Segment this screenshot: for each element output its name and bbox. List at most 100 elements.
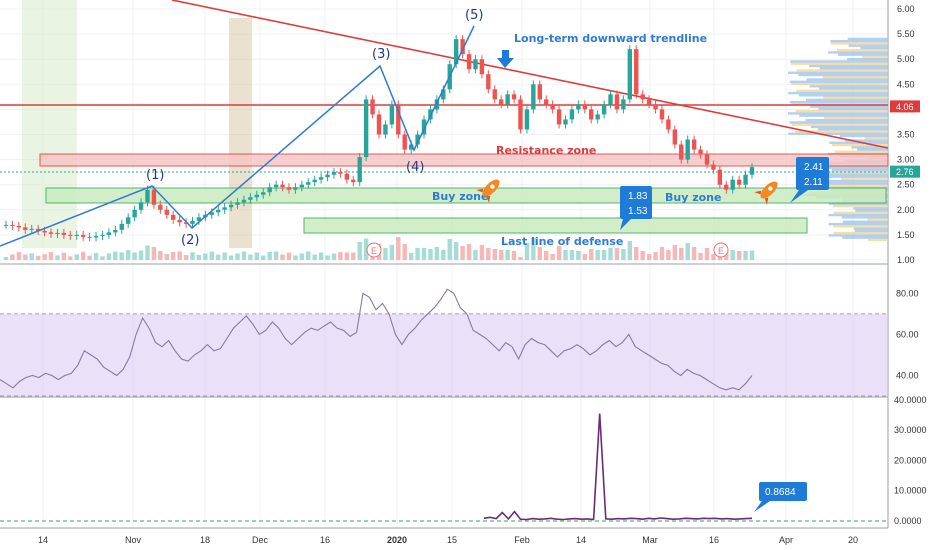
volume-bar-16 [106, 253, 112, 260]
candle-body-3 [23, 227, 28, 230]
volume-bar-12 [80, 251, 86, 260]
volume-bar-10 [68, 256, 73, 260]
candle-body-104 [672, 129, 678, 145]
volume-bar-115 [743, 251, 748, 260]
volume-profile-bar-47 [788, 132, 888, 135]
volume-bar-45 [293, 255, 298, 260]
callout-buy-bottom: 2.11 [804, 177, 823, 188]
candle-body-77 [498, 99, 504, 105]
candle-body-21 [138, 202, 144, 210]
volume-bar-24 [158, 251, 163, 260]
wave-label-3: (3) [372, 47, 390, 62]
rsi-band [0, 313, 888, 396]
volume-bar-70 [453, 242, 459, 260]
candle-body-94 [608, 94, 613, 105]
candle-body-38 [248, 197, 253, 200]
volume-bar-1 [10, 254, 15, 260]
volume-bar-8 [55, 255, 60, 260]
trendline-label: Long-term downward trendline [514, 32, 707, 45]
y-axis-indicator: 40.0000 30.0000 20.0000 10.0000 0.0000 [894, 395, 927, 526]
volume-bar-85 [550, 254, 555, 260]
y-axis-price: 6.005.505.004.504.003.503.002.502.001.50… [897, 4, 915, 265]
volume-profile-bar-2 [828, 234, 888, 237]
candle-body-20 [132, 209, 137, 218]
volume-profile-bar-49 [817, 128, 888, 131]
candle-body-30 [196, 217, 202, 221]
volume-bar-9 [61, 252, 67, 260]
volume-profile-bar-42 [831, 143, 888, 147]
candle-body-50 [325, 174, 330, 178]
volume-bar-48 [312, 254, 317, 260]
volume-bar-75 [486, 248, 491, 260]
candle-body-78 [505, 94, 510, 105]
candle-body-73 [473, 59, 478, 70]
volume-profile-bar-54 [823, 116, 888, 120]
indicator-callout-label: 0.8684 [765, 487, 796, 498]
volume-bar-43 [280, 254, 285, 260]
candle-body-70 [453, 39, 459, 65]
volume-profile-bar-43 [829, 141, 888, 144]
candle-body-43 [280, 184, 285, 188]
candle-body-112 [724, 184, 729, 190]
shaded-column-green [22, 0, 77, 248]
volume-bar-101 [653, 252, 658, 260]
volume-profile-bar-39 [834, 150, 888, 154]
volume-bar-109 [704, 248, 710, 260]
volume-bar-36 [235, 253, 240, 260]
candle-body-76 [492, 89, 497, 100]
candle-body-48 [312, 179, 317, 183]
volume-profile-bar-28 [815, 175, 888, 178]
candle-body-93 [601, 104, 607, 115]
volume-bar-29 [190, 252, 195, 260]
volume-profile-bar-44 [844, 139, 888, 142]
volume-bar-30 [196, 254, 202, 260]
wave-label-1: (1) [146, 168, 164, 183]
candle-body-65 [421, 119, 427, 135]
x-tick-7: Feb [514, 535, 530, 545]
candle-body-40 [261, 192, 266, 195]
volume-bar-44 [286, 252, 292, 260]
candle-body-82 [531, 84, 536, 110]
x-tick-9: Mar [642, 535, 658, 545]
volume-profile-bar-85 [860, 46, 888, 50]
volume-bar-5 [35, 255, 41, 260]
volume-bars [3, 237, 755, 260]
volume-profile-bar-56 [788, 112, 888, 115]
volume-bar-116 [749, 250, 755, 260]
volume-bar-34 [222, 252, 227, 260]
volume-bar-80 [518, 257, 523, 260]
y-tick-price-3: 4.50 [897, 79, 915, 89]
volume-bar-90 [582, 254, 587, 260]
volume-bar-64 [415, 248, 420, 260]
volume-profile-bar-4 [854, 229, 888, 233]
volume-bar-88 [569, 250, 575, 260]
volume-profile-bar-55 [799, 114, 888, 117]
candle-body-79 [511, 94, 517, 100]
volume-bar-31 [203, 253, 208, 260]
volume-bar-11 [74, 254, 79, 260]
resistance-zone [39, 153, 889, 167]
y-tick-price-1: 5.50 [897, 29, 915, 39]
candle-body-12 [80, 234, 86, 237]
candle-body-89 [576, 104, 581, 110]
volume-bar-14 [93, 253, 99, 260]
volume-bar-15 [100, 256, 105, 260]
volume-profile-bar-9 [867, 218, 888, 221]
volume-profile-bar-61 [789, 100, 888, 104]
volume-bar-40 [261, 255, 266, 260]
shaded-column-tan [229, 18, 252, 248]
wave-label-2: (2) [181, 233, 199, 248]
x-tick-2: 18 [200, 535, 210, 545]
candle-body-98 [634, 49, 639, 95]
price-labels: 4.06 2.76 [890, 100, 920, 178]
candle-body-2 [16, 225, 22, 228]
volume-bar-79 [511, 251, 517, 260]
candle-body-5 [35, 228, 41, 231]
volume-profile-bar-48 [795, 130, 888, 133]
candle-body-71 [460, 39, 465, 55]
volume-profile-bar-76 [819, 67, 888, 70]
x-tick-6: 15 [447, 535, 457, 545]
volume-bar-69 [447, 239, 452, 260]
volume-bar-78 [505, 250, 510, 260]
